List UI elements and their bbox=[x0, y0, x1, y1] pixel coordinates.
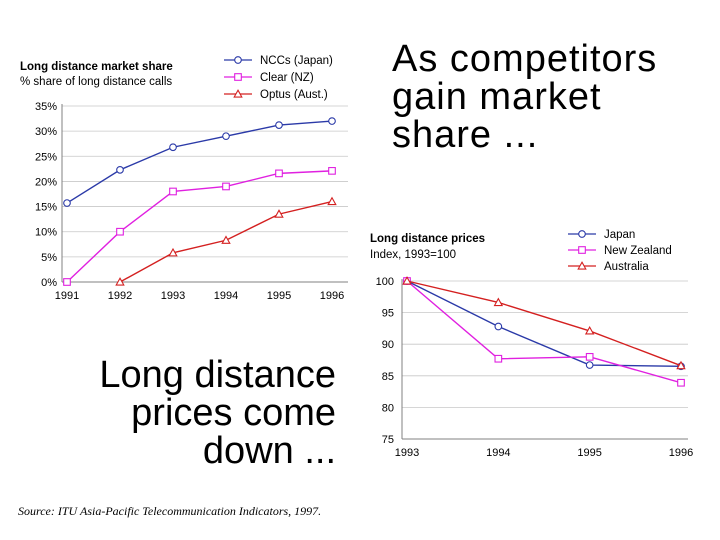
series-line bbox=[406, 280, 682, 368]
series-line bbox=[66, 170, 333, 283]
data-point bbox=[494, 354, 503, 363]
y-tick-label: 30% bbox=[35, 126, 57, 138]
legend-label: Clear (NZ) bbox=[260, 72, 314, 84]
headline-line: Long distance bbox=[99, 354, 336, 396]
data-point bbox=[494, 322, 503, 331]
legend-marker bbox=[578, 246, 586, 254]
y-tick-label: 25% bbox=[35, 151, 57, 163]
data-point bbox=[274, 209, 284, 218]
y-tick-label: 95 bbox=[382, 308, 394, 320]
data-point bbox=[221, 235, 231, 244]
x-tick-label: 1991 bbox=[55, 290, 79, 302]
y-tick-label: 0% bbox=[41, 277, 57, 289]
data-point bbox=[169, 143, 177, 152]
series-line bbox=[406, 280, 682, 384]
data-point bbox=[275, 169, 283, 178]
legend-label: NCCs (Japan) bbox=[260, 55, 333, 67]
y-tick-label: 20% bbox=[35, 176, 57, 188]
x-tick-label: 1994 bbox=[486, 447, 510, 459]
data-point bbox=[328, 117, 336, 125]
x-tick-label: 1995 bbox=[267, 290, 291, 302]
y-tick-label: 85 bbox=[382, 371, 394, 383]
x-tick-label: 1992 bbox=[108, 290, 132, 302]
data-point bbox=[493, 297, 504, 307]
plot-area bbox=[62, 104, 348, 282]
legend-label: Japan bbox=[604, 229, 635, 241]
data-point bbox=[327, 196, 337, 206]
plot-area bbox=[402, 279, 688, 439]
data-point bbox=[677, 378, 685, 387]
chart-subtitle: % share of long distance calls bbox=[20, 76, 172, 88]
data-point bbox=[584, 325, 595, 335]
y-tick-label: 100 bbox=[376, 276, 394, 288]
data-point bbox=[116, 227, 124, 236]
data-point bbox=[222, 182, 230, 191]
x-tick-label: 1993 bbox=[161, 290, 185, 302]
headline-line: prices come bbox=[131, 392, 336, 434]
data-point bbox=[222, 132, 230, 141]
data-point bbox=[63, 199, 71, 207]
legend-marker bbox=[233, 89, 243, 98]
market-share-headline: As competitors gain market share ... bbox=[392, 40, 657, 154]
chart-subtitle: Index, 1993=100 bbox=[370, 249, 456, 261]
y-tick-label: 80 bbox=[382, 402, 394, 414]
data-point bbox=[115, 277, 125, 286]
legend-label: Optus (Aust.) bbox=[260, 89, 328, 101]
data-point bbox=[585, 361, 594, 369]
y-tick-label: 10% bbox=[35, 227, 57, 239]
legend-marker bbox=[578, 230, 586, 238]
headline-line: gain market bbox=[392, 76, 602, 118]
data-point bbox=[328, 167, 336, 175]
data-point bbox=[402, 276, 412, 285]
headline-line: down ... bbox=[202, 430, 336, 472]
legend-label: New Zealand bbox=[604, 245, 672, 257]
legend-marker bbox=[234, 73, 242, 81]
y-tick-label: 15% bbox=[35, 202, 57, 214]
x-tick-label: 1994 bbox=[214, 290, 238, 302]
x-tick-label: 1996 bbox=[669, 447, 693, 459]
headline-line: share ... bbox=[392, 114, 539, 156]
data-point bbox=[63, 278, 71, 286]
data-point bbox=[168, 247, 178, 257]
y-tick-label: 75 bbox=[382, 434, 394, 446]
data-point bbox=[116, 166, 124, 174]
chart-title: Long distance prices bbox=[370, 233, 485, 245]
series-line bbox=[406, 280, 682, 367]
x-tick-label: 1996 bbox=[320, 290, 344, 302]
data-point bbox=[169, 187, 177, 196]
legend-marker bbox=[234, 56, 242, 64]
chart-title: Long distance market share bbox=[20, 61, 173, 73]
legend-marker bbox=[577, 261, 587, 270]
prices-headline: Long distance prices come down ... bbox=[99, 356, 336, 470]
data-point bbox=[676, 360, 686, 370]
y-tick-label: 5% bbox=[41, 252, 57, 264]
legend-label: Australia bbox=[604, 261, 649, 273]
x-tick-label: 1993 bbox=[395, 447, 419, 459]
headline-line: As competitors bbox=[392, 38, 658, 80]
y-tick-label: 90 bbox=[382, 339, 394, 351]
data-point bbox=[585, 352, 594, 361]
data-point bbox=[275, 121, 283, 129]
y-tick-label: 35% bbox=[35, 101, 57, 113]
series-line bbox=[66, 120, 333, 204]
prices-chart: 75 80 85 90 95 100 1993 1994 1995 1996 Long distan… bbox=[370, 229, 693, 459]
source-note: Source: ITU Asia-Pacific Telecommunicati… bbox=[18, 504, 322, 518]
market-share-chart: 0% 5% 10% 15% 20% 25% 30% 35% 1991 1992 1993 1994 19… bbox=[20, 55, 348, 302]
x-tick-label: 1995 bbox=[577, 447, 601, 459]
